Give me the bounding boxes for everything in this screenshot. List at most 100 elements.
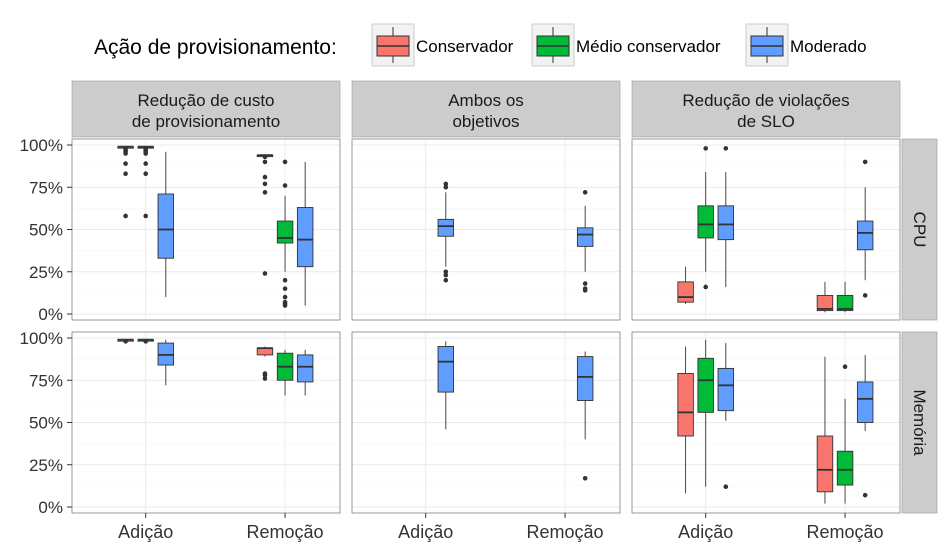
outlier-point (282, 303, 288, 308)
box-remocao-medio-conservador (276, 159, 294, 308)
strip-label-line: de provisionamento (132, 112, 280, 131)
outlier-point (262, 181, 268, 187)
panel-memoria-2 (352, 332, 620, 513)
box-adicao-medio-conservador (137, 338, 154, 344)
box-body (256, 347, 274, 356)
outlier-point (262, 372, 268, 378)
box-body (437, 346, 455, 393)
legend: Ação de provisionamento: Conservador Médi… (94, 23, 867, 67)
strip-background (901, 138, 938, 321)
box-adicao-medio-conservador (137, 145, 154, 219)
box-remocao-moderado (856, 354, 874, 498)
panel-cpu-2 (352, 139, 620, 320)
y-tick-label: 50% (29, 221, 63, 240)
box-body (697, 357, 714, 413)
panel-border (351, 138, 621, 321)
strip-label-line: de SLO (737, 112, 795, 131)
panel-border (631, 331, 901, 514)
outlier-point (443, 269, 449, 275)
box-body (836, 294, 854, 312)
x-tick-label: Remoção (247, 522, 324, 542)
y-tick-label: 75% (29, 371, 63, 390)
outlier-point (862, 293, 868, 298)
x-tick-label: Remoção (807, 522, 884, 542)
outlier-point (842, 364, 848, 370)
outlier-point (443, 277, 449, 283)
panel-cpu-3 (632, 139, 900, 320)
legend-label: Médio conservador (576, 37, 721, 56)
strip-label-line: objetivos (452, 112, 519, 131)
y-tick-label: 100% (20, 136, 63, 155)
y-tick-label: 25% (29, 263, 63, 282)
box-remocao-medio-conservador (836, 281, 854, 313)
panel-border (631, 138, 901, 321)
outlier-point (143, 171, 148, 177)
strip-background (631, 80, 901, 138)
outlier-point (262, 174, 268, 180)
box-body (576, 356, 594, 401)
outlier-point (282, 159, 288, 165)
box-adicao-conservador (117, 145, 134, 219)
box-adicao-moderado (157, 339, 175, 386)
outlier-point (703, 284, 708, 290)
box-adicao-medio-conservador (697, 339, 714, 487)
outlier-point (143, 161, 148, 166)
outlier-point (262, 159, 268, 165)
box-adicao-moderado (157, 151, 175, 298)
strip-label-line: Ambos os (448, 91, 524, 110)
outlier-point (582, 288, 588, 293)
outlier-point (123, 339, 128, 344)
box-adicao-moderado (437, 341, 455, 430)
y-tick-label: 0% (38, 498, 63, 517)
y-tick-label: 0% (38, 305, 63, 324)
column-strip-ambos-os-objetivos: Ambos os objetivos (351, 80, 621, 138)
panel-border (351, 331, 621, 514)
legend-item-moderado: Moderado (745, 23, 867, 67)
strip-label: CPU (910, 212, 929, 248)
legend-label: Moderado (790, 37, 867, 56)
box-remocao-conservador (256, 346, 274, 381)
box-remocao-medio-conservador (276, 349, 294, 396)
box-body (677, 373, 694, 437)
x-tick-label: Adição (118, 522, 173, 542)
box-body (856, 220, 874, 251)
facet-panels (71, 138, 901, 514)
box-body (677, 281, 694, 303)
column-strip-reducao-de-violacoes-de-slo: Redução de violações de SLO (631, 80, 901, 138)
box-adicao-conservador (117, 338, 134, 344)
box-remocao-conservador (816, 281, 834, 313)
box-body (276, 220, 294, 244)
outlier-point (143, 151, 148, 156)
box-adicao-moderado (437, 181, 455, 283)
box-body (717, 367, 735, 412)
outlier-point (582, 190, 588, 195)
outlier-point (582, 475, 588, 481)
y-tick-label: 100% (20, 329, 63, 348)
box-remocao-conservador (256, 154, 274, 276)
strip-label: Memória (910, 389, 929, 456)
box-body (717, 205, 735, 241)
panel-memoria-3 (632, 332, 900, 513)
strip-background (71, 80, 341, 138)
box-remocao-moderado (856, 159, 874, 298)
panel-cpu-1 (72, 139, 340, 320)
legend-title: Ação de provisionamento: (94, 36, 337, 59)
box-body (816, 435, 834, 493)
facet-strips: Redução de custo de provisionamento Ambos … (71, 80, 938, 514)
outlier-point (143, 339, 148, 344)
outlier-point (443, 181, 449, 187)
strip-label-line: Redução de violações (682, 91, 849, 110)
outlier-point (123, 161, 128, 166)
box-adicao-moderado (717, 146, 735, 287)
outlier-point (282, 294, 288, 300)
x-tick-label: Adição (678, 522, 733, 542)
y-tick-label: 25% (29, 456, 63, 475)
row-strip-memoria: Memória (901, 331, 938, 514)
outlier-point (723, 484, 729, 490)
outlier-point (123, 213, 128, 219)
outlier-point (282, 277, 288, 283)
outlier-point (282, 183, 288, 188)
box-body (697, 205, 714, 239)
box-remocao-moderado (296, 161, 314, 306)
